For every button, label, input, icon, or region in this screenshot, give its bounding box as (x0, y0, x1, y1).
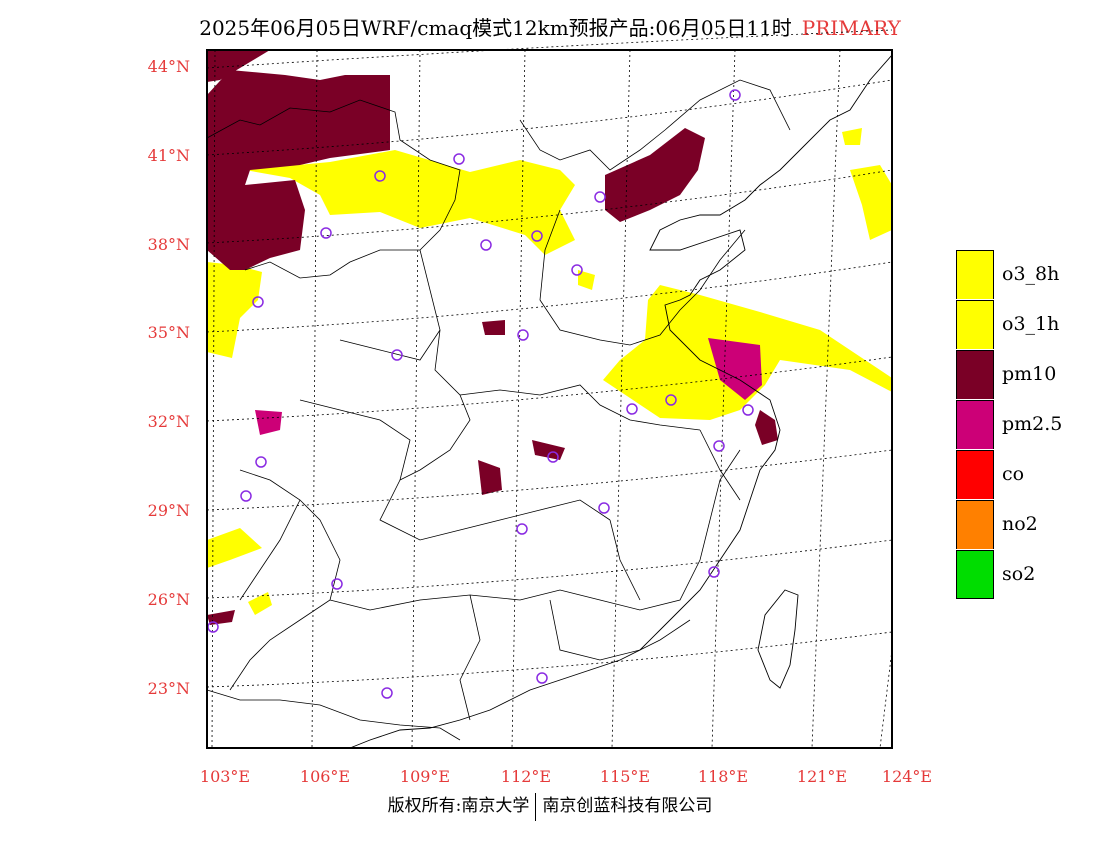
lon-label: 112°E (501, 767, 551, 786)
pm25-area-jiangsu (708, 338, 762, 400)
title-main: 2025年06月05日WRF/cmaq模式12km预报产品:06月05日11时 (199, 16, 792, 40)
footer-divider (535, 792, 537, 821)
pm10-area-shanghai (755, 410, 778, 445)
lat-labels: 44°N 41°N 38°N 35°N 32°N 29°N 26°N 23°N (148, 57, 190, 698)
lon-label: 109°E (400, 767, 450, 786)
pm10-area-northwest (207, 70, 390, 270)
legend-swatch (956, 349, 994, 399)
legend-swatch (956, 249, 994, 299)
lat-label: 32°N (148, 412, 190, 431)
legend-item-o38h: o3_8h (956, 249, 1062, 299)
lon-label: 115°E (600, 767, 650, 786)
lon-label: 124°E (882, 767, 932, 786)
legend-item-co: co (956, 449, 1062, 499)
lat-label: 41°N (148, 146, 190, 165)
legend-swatch (956, 499, 994, 549)
map-title: 2025年06月05日WRF/cmaq模式12km预报产品:06月05日11时 P… (0, 12, 1100, 41)
lon-label: 103°E (200, 767, 250, 786)
o3-area-north (245, 150, 575, 255)
footer-left: 版权所有:南京大学 (387, 796, 530, 816)
legend-label: pm10 (1002, 363, 1057, 385)
pollutant-areas (207, 50, 892, 625)
legend-label: o3_1h (1002, 313, 1060, 335)
pm10-area-henan (482, 320, 505, 335)
lat-label: 26°N (148, 590, 190, 609)
o3-area-northeast (850, 165, 892, 240)
lon-label: 106°E (300, 767, 350, 786)
legend-swatch (956, 299, 994, 349)
graticule (206, 29, 893, 749)
station-markers (207, 89, 754, 699)
lon-labels: 103°E 106°E 109°E 112°E 115°E 118°E 121°… (200, 767, 932, 786)
lat-label: 44°N (148, 57, 190, 76)
legend-item-o31h: o3_1h (956, 299, 1062, 349)
o3-area-west (207, 262, 262, 358)
o3-area-southwest-2 (248, 592, 272, 615)
footer-right: 南京创蓝科技有限公司 (542, 796, 713, 816)
pm10-area-yunnan (207, 610, 235, 625)
legend-label: pm2.5 (1002, 413, 1063, 435)
pm25-area-sichuan (255, 410, 282, 435)
o3-area-ne-small (842, 128, 862, 145)
pm10-area-hebei (605, 128, 705, 222)
lat-label: 23°N (148, 679, 190, 698)
map-frame (206, 49, 893, 749)
legend-swatch (956, 549, 994, 599)
legend-label: so2 (1002, 563, 1036, 585)
legend-swatch (956, 399, 994, 449)
legend-item-no2: no2 (956, 499, 1062, 549)
pm10-area-hubei (478, 460, 502, 495)
legend-label: co (1002, 463, 1025, 485)
pollutant-legend: o3_8h o3_1h pm10 pm2.5 co no2 so2 (956, 249, 1062, 599)
lat-label: 35°N (148, 323, 190, 342)
pm10-area-hunan (532, 440, 565, 460)
lon-label: 118°E (698, 767, 748, 786)
legend-swatch (956, 449, 994, 499)
legend-label: no2 (1002, 513, 1038, 535)
taiwan-outline (757, 589, 799, 689)
legend-item-pm25: pm2.5 (956, 399, 1062, 449)
legend-item-pm10: pm10 (956, 349, 1062, 399)
title-tag: PRIMARY (801, 16, 901, 40)
copyright-footer: 版权所有:南京大学 南京创蓝科技有限公司 (0, 791, 1100, 821)
lat-label: 29°N (148, 501, 190, 520)
o3-area-shandong (578, 270, 595, 290)
province-boundaries (206, 79, 791, 741)
coastline (349, 54, 893, 749)
lon-label: 121°E (797, 767, 847, 786)
legend-label: o3_8h (1002, 263, 1060, 285)
lat-label: 38°N (148, 235, 190, 254)
legend-item-so2: so2 (956, 549, 1062, 599)
o3-area-southwest (207, 528, 262, 568)
